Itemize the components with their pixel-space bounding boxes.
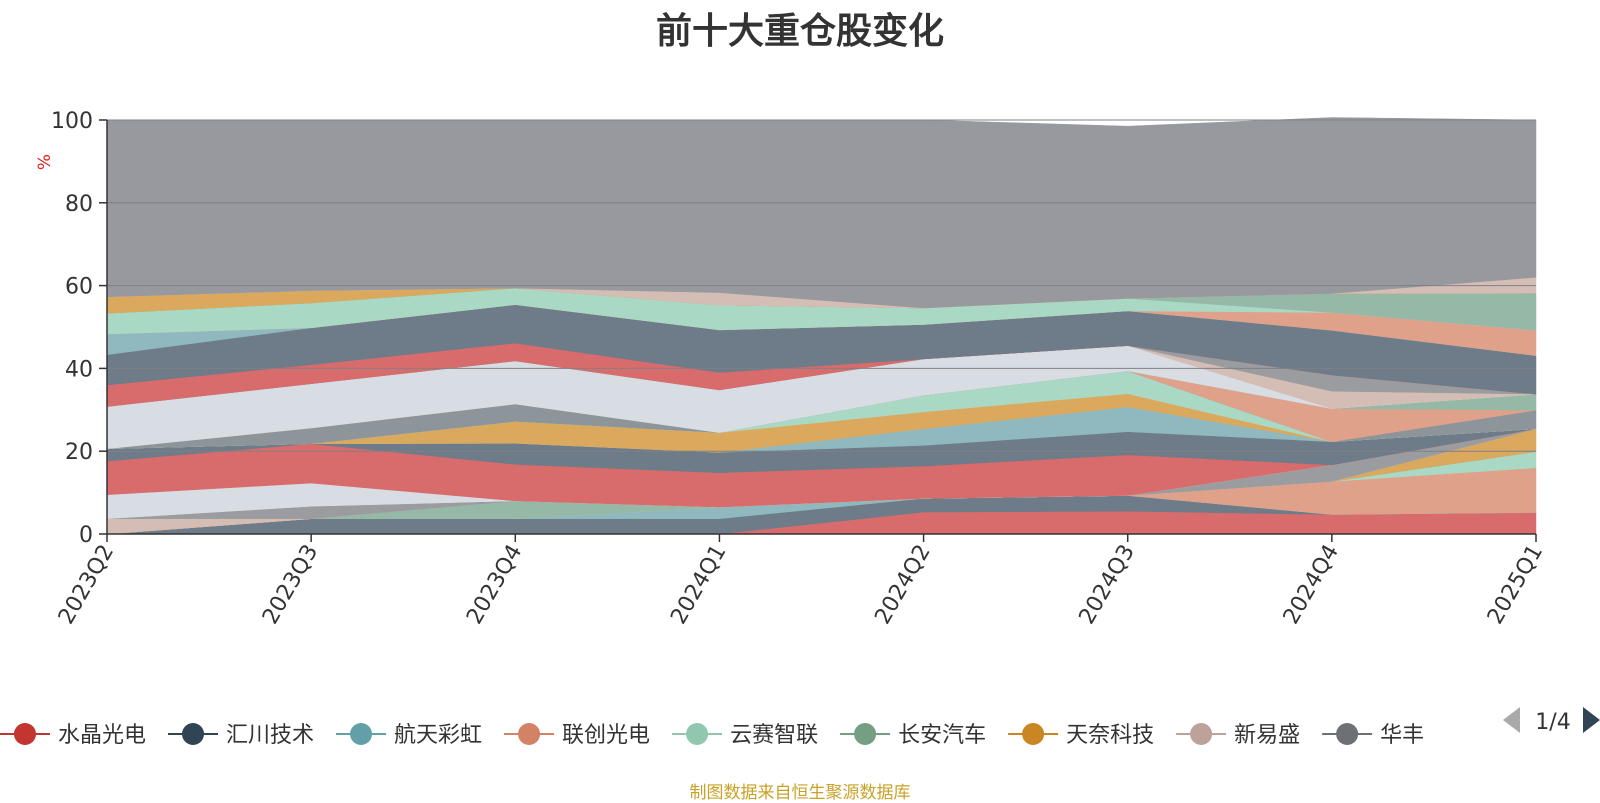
legend-marker-icon [1190, 723, 1213, 745]
y-tick-label: 60 [65, 275, 93, 300]
legend-item[interactable]: 水晶光电 [0, 723, 146, 748]
x-tick-label: 2023Q4 [462, 541, 527, 629]
legend-item[interactable]: 新易盛 [1176, 723, 1300, 748]
x-tick-label: 2024Q2 [870, 541, 935, 629]
y-tick-label: 0 [79, 523, 93, 548]
x-tick-label: 2024Q3 [1075, 541, 1140, 629]
legend-item[interactable]: 联创光电 [504, 723, 650, 748]
legend-item[interactable]: 航天彩虹 [336, 723, 482, 748]
y-tick-label: 40 [65, 357, 93, 382]
legend-marker-icon [1336, 723, 1359, 745]
legend-marker-icon [14, 723, 36, 745]
legend-label: 天奈科技 [1066, 723, 1154, 748]
legend-label: 长安汽车 [898, 723, 986, 748]
legend-label: 汇川技术 [226, 723, 314, 748]
area-series-29 [106, 117, 1537, 309]
y-tick-label: 20 [65, 440, 93, 465]
legend-next-icon[interactable] [1583, 707, 1600, 733]
legend-marker-icon [518, 723, 541, 745]
legend-label: 水晶光电 [58, 723, 146, 748]
legend-pager: 1/4 [1503, 707, 1600, 735]
y-axis-label: % [35, 154, 55, 170]
legend-item[interactable]: 华丰 [1322, 723, 1424, 748]
legend-marker-icon [1022, 723, 1045, 745]
legend-item[interactable]: 长安汽车 [840, 723, 986, 748]
chart-title: 前十大重仓股变化 [655, 11, 944, 52]
area-series-layer [106, 117, 1537, 535]
y-tick-label: 80 [65, 192, 93, 217]
legend-marker-icon [854, 723, 877, 745]
y-tick-label: 100 [51, 109, 93, 134]
legend-label: 联创光电 [562, 723, 650, 748]
legend-label: 航天彩虹 [394, 723, 482, 748]
legend-marker-icon [350, 723, 373, 745]
legend-marker-icon [686, 723, 709, 745]
x-tick-label: 2023Q2 [54, 541, 119, 629]
legend-label: 云赛智联 [730, 723, 818, 748]
legend-label: 华丰 [1380, 723, 1424, 748]
legend: 水晶光电 汇川技术 航天彩虹 联创光电 云赛智联 长安汽车 天奈科技 新易盛 华丰 [0, 723, 1424, 748]
legend-item[interactable]: 云赛智联 [672, 723, 818, 748]
legend-page-indicator: 1/4 [1535, 710, 1570, 735]
x-tick-label: 2024Q4 [1279, 541, 1344, 629]
x-tick-label: 2025Q1 [1483, 541, 1548, 629]
grid-lines [107, 119, 1536, 452]
x-tick-label: 2024Q1 [666, 541, 731, 629]
legend-item[interactable]: 汇川技术 [168, 723, 314, 748]
legend-label: 新易盛 [1234, 723, 1300, 748]
legend-marker-icon [182, 723, 205, 745]
source-note: 制图数据来自恒生聚源数据库 [689, 783, 911, 803]
legend-prev-icon[interactable] [1503, 707, 1520, 733]
x-tick-label: 2023Q3 [258, 541, 323, 629]
legend-item[interactable]: 天奈科技 [1008, 723, 1154, 748]
